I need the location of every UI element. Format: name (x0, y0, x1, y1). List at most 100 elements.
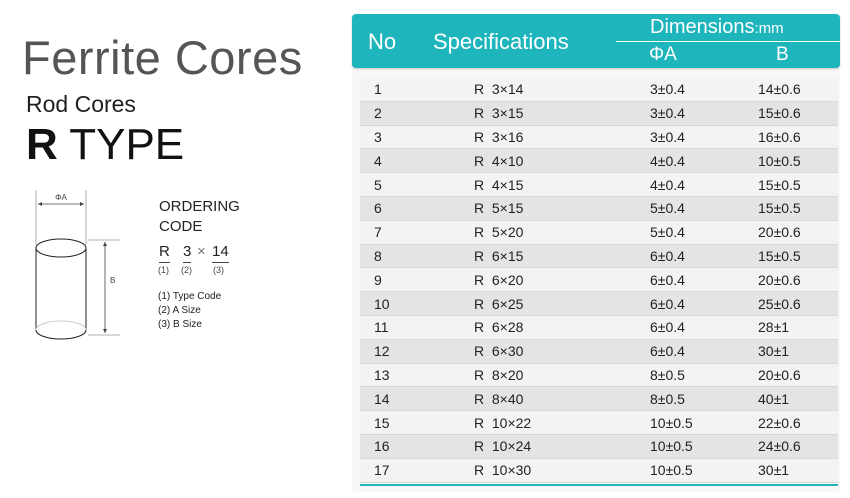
page-title: Ferrite Cores (22, 31, 303, 84)
legend-item: (2) A Size (158, 305, 201, 316)
cell-a: 6±0.4 (650, 271, 685, 288)
cell-spec: R 8×20 (474, 366, 524, 383)
code-index-2: (2) (181, 265, 192, 275)
cell-spec: R 6×20 (474, 271, 524, 288)
table-bottom-rule (360, 484, 838, 486)
cell-a: 10±0.5 (650, 438, 693, 455)
table-row: 5 R 4×15 4±0.4 15±0.5 (360, 173, 838, 197)
cell-a: 3±0.4 (650, 105, 685, 122)
cell-b: 20±0.6 (758, 224, 801, 241)
cell-spec: R 10×24 (474, 438, 532, 455)
cell-a: 3±0.4 (650, 81, 685, 98)
cell-b: 28±1 (758, 319, 790, 336)
b-dimension-label: B (110, 276, 115, 285)
cell-no: 15 (374, 414, 390, 431)
cell-no: 3 (374, 128, 382, 145)
header-no: No (368, 29, 397, 54)
code-a: 3 (183, 243, 192, 263)
cell-a: 4±0.4 (650, 152, 685, 169)
type-prefix: R (26, 120, 58, 169)
cell-no: 8 (374, 247, 382, 264)
cell-spec: R 5×15 (474, 200, 524, 217)
cell-a: 8±0.5 (650, 390, 685, 407)
cell-b: 14±0.6 (758, 81, 801, 98)
cell-no: 12 (374, 343, 390, 360)
table-row: 11 R 6×28 6±0.4 28±1 (360, 315, 838, 340)
table-body: 1 R 3×14 3±0.4 14±0.6 2 R 3×15 3±0.4 15±0.6 3 R 3… (360, 78, 838, 483)
cell-no: 10 (374, 295, 390, 312)
cell-b: 15±0.5 (758, 247, 801, 264)
cell-b: 40±1 (758, 390, 790, 407)
header-divider (616, 41, 840, 42)
code-index-3: (3) (213, 265, 224, 275)
cell-no: 6 (374, 200, 382, 217)
table-row: 7 R 5×20 5±0.4 20±0.6 (360, 220, 838, 245)
table-row: 14 R 8×40 8±0.5 40±1 (360, 387, 838, 412)
cell-a: 5±0.4 (650, 224, 685, 241)
cell-no: 9 (374, 271, 382, 288)
cell-no: 16 (374, 438, 390, 455)
cell-b: 10±0.5 (758, 152, 801, 169)
table-row: 1 R 3×14 3±0.4 14±0.6 (360, 78, 838, 102)
cell-b: 15±0.5 (758, 176, 801, 193)
cell-no: 7 (374, 224, 382, 241)
cell-spec: R 8×40 (474, 390, 524, 407)
header-dimensions: Dimensions:mm (650, 16, 784, 39)
cell-no: 11 (374, 319, 389, 336)
code-index-1: (1) (158, 265, 169, 275)
table-row: 4 R 4×10 4±0.4 10±0.5 (360, 149, 838, 174)
cell-a: 10±0.5 (650, 462, 693, 479)
cell-a: 4±0.4 (650, 176, 685, 193)
dimensions-label: Dimensions (650, 16, 755, 38)
cell-b: 20±0.6 (758, 271, 801, 288)
cell-a: 3±0.4 (650, 128, 685, 145)
dimensions-unit: :mm (754, 20, 784, 37)
cell-spec: R 6×15 (474, 247, 524, 264)
table-header: No Specifications Dimensions:mm ΦA B (352, 14, 840, 68)
header-b: B (776, 44, 789, 65)
cell-no: 13 (374, 366, 390, 383)
code-times: × (197, 243, 206, 260)
cell-a: 6±0.4 (650, 247, 685, 264)
cell-b: 15±0.6 (758, 105, 801, 122)
table-row: 12 R 6×30 6±0.4 30±1 (360, 339, 838, 364)
cell-spec: R 6×25 (474, 295, 524, 312)
cell-b: 30±1 (758, 462, 790, 479)
cell-b: 16±0.6 (758, 128, 801, 145)
header-phi-a: ΦA (649, 44, 677, 65)
cell-b: 24±0.6 (758, 438, 801, 455)
a-dimension-label: ΦA (55, 193, 67, 202)
table-row: 8 R 6×15 6±0.4 15±0.5 (360, 244, 838, 269)
cell-b: 20±0.6 (758, 366, 801, 383)
cell-no: 5 (374, 176, 382, 193)
header-specifications: Specifications (433, 29, 569, 54)
table-row: 13 R 8×20 8±0.5 20±0.6 (360, 363, 838, 388)
cell-no: 14 (374, 390, 390, 407)
legend-item: (1) Type Code (158, 291, 222, 302)
cell-spec: R 10×22 (474, 414, 532, 431)
code-type: R (159, 243, 170, 263)
cell-no: 17 (374, 462, 390, 479)
cell-spec: R 3×14 (474, 81, 524, 98)
table-row: 17 R 10×30 10±0.5 30±1 (360, 458, 838, 483)
table-row: 6 R 5×15 5±0.4 15±0.5 (360, 196, 838, 221)
cell-a: 6±0.4 (650, 319, 685, 336)
subtitle: Rod Cores (26, 91, 136, 117)
table-row: 16 R 10×24 10±0.5 24±0.6 (360, 434, 838, 459)
cell-spec: R 3×15 (474, 105, 524, 122)
cell-spec: R 3×16 (474, 128, 524, 145)
cell-a: 6±0.4 (650, 295, 685, 312)
cell-spec: R 5×20 (474, 224, 524, 241)
cell-b: 22±0.6 (758, 414, 801, 431)
ordering-line1: ORDERING (159, 198, 240, 215)
cell-b: 25±0.6 (758, 295, 801, 312)
code-b: 14 (212, 243, 229, 263)
ordering-code-heading: ORDERING CODE (159, 197, 240, 237)
cell-b: 15±0.5 (758, 200, 801, 217)
rod-core-diagram: ΦA B (35, 190, 120, 340)
table-row: 2 R 3×15 3±0.4 15±0.6 (360, 101, 838, 126)
cell-b: 30±1 (758, 343, 790, 360)
cell-no: 4 (374, 152, 382, 169)
type-heading: R TYPE (26, 120, 184, 170)
cell-spec: R 6×30 (474, 343, 524, 360)
